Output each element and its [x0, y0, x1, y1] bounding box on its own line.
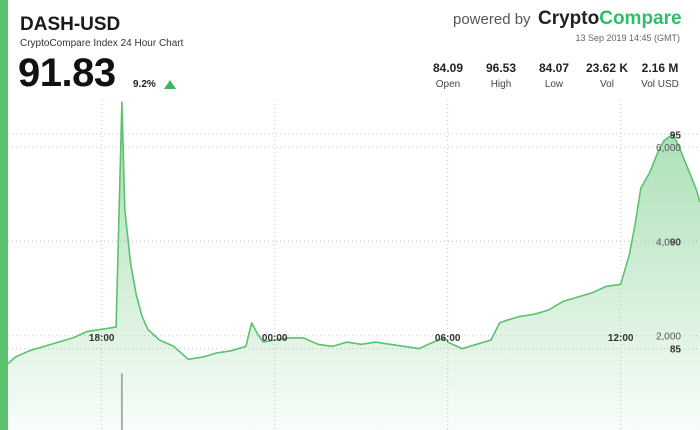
stat-open-label: Open [435, 79, 461, 90]
stat-low: 84.07 Low [524, 61, 584, 90]
x-tick-label: 00:00 [262, 333, 288, 344]
brand-logo-part1: Crypto [538, 8, 600, 29]
volume-tick-label: 2,000 [656, 332, 681, 343]
stat-high-label: High [490, 79, 512, 90]
x-tick-label: 06:00 [435, 333, 461, 344]
accent-bar [0, 0, 8, 430]
brand-logo[interactable]: CryptoCompare [538, 8, 682, 30]
stat-vol-label: Vol [600, 79, 614, 90]
price-tick-label: 95 [670, 130, 682, 141]
stat-vol-value: 23.62 K [585, 61, 629, 75]
stat-low-value: 84.07 [538, 61, 570, 75]
volume-tick-label: 6,000 [656, 143, 681, 154]
stat-open-value: 84.09 [432, 61, 464, 75]
price-tick-label: 90 [670, 237, 682, 248]
x-tick-label: 18:00 [89, 333, 115, 344]
stat-vol-usd: 2.16 M Vol USD [630, 61, 690, 90]
stat-vol-usd-label: Vol USD [641, 79, 679, 90]
volume-tick-label: 4,000 [656, 237, 681, 248]
price-line [7, 101, 700, 365]
up-arrow-icon [164, 80, 176, 89]
stat-high-value: 96.53 [485, 61, 517, 75]
brand-logo-part2: Compare [599, 8, 682, 29]
pair-title: DASH-USD [20, 14, 121, 35]
timestamp: 13 Sep 2019 14:45 (GMT) [575, 33, 680, 43]
stat-open: 84.09 Open [418, 61, 478, 90]
stat-vol: 23.62 K Vol [577, 61, 637, 90]
x-tick-label: 12:00 [608, 333, 634, 344]
chart-subtitle: CryptoCompare Index 24 Hour Chart [20, 38, 184, 49]
price-change: 9.2% [133, 79, 156, 90]
stat-low-label: Low [544, 79, 564, 90]
current-price: 91.83 [18, 51, 116, 95]
stat-vol-usd-value: 2.16 M [641, 61, 679, 75]
stat-high: 96.53 High [471, 61, 531, 90]
price-area [8, 102, 700, 430]
price-tick-label: 85 [670, 345, 682, 356]
powered-by-label: powered by [453, 11, 531, 28]
